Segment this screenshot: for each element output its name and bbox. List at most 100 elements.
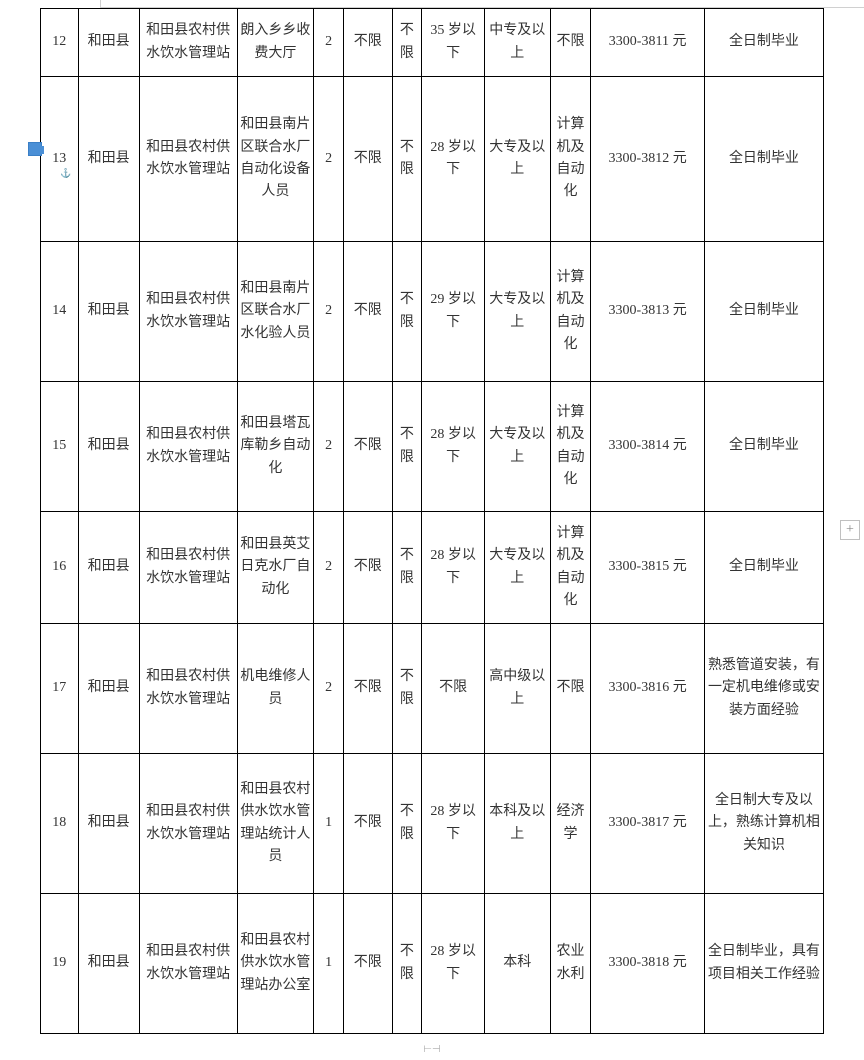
table-row: 15和田县和田县农村供水饮水管理站和田县塔瓦库勒乡自动化2不限不限28 岁以下大…	[41, 382, 824, 512]
cell-station: 和田县农村供水饮水管理站	[139, 242, 237, 382]
cell-education: 本科及以上	[484, 754, 550, 894]
cell-station: 和田县农村供水饮水管理站	[139, 624, 237, 754]
page-top-ruler	[100, 0, 864, 8]
cell-remarks: 全日制毕业	[704, 242, 823, 382]
cell-position: 和田县英艾日克水厂自动化	[237, 512, 314, 624]
cell-salary: 3300-3817 元	[591, 754, 705, 894]
cell-no: 12	[41, 9, 79, 77]
cell-position: 朗入乡乡收费大厅	[237, 9, 314, 77]
cell-station: 和田县农村供水饮水管理站	[139, 894, 237, 1034]
cell-remarks: 全日制毕业	[704, 9, 823, 77]
cell-no: 13	[41, 77, 79, 242]
cell-ethnic: 不限	[392, 624, 422, 754]
cell-education: 本科	[484, 894, 550, 1034]
cell-county: 和田县	[78, 382, 139, 512]
cell-count: 1	[314, 754, 344, 894]
cell-remarks: 全日制毕业	[704, 382, 823, 512]
cell-major: 计算机及自动化	[550, 512, 591, 624]
cell-no: 18	[41, 754, 79, 894]
cell-age: 28 岁以下	[422, 77, 485, 242]
cell-salary: 3300-3811 元	[591, 9, 705, 77]
cell-count: 2	[314, 242, 344, 382]
cell-position: 和田县南片区联合水厂自动化设备人员	[237, 77, 314, 242]
cell-count: 2	[314, 512, 344, 624]
cell-age: 28 岁以下	[422, 382, 485, 512]
cell-count: 2	[314, 9, 344, 77]
anchor-symbol: ⚓	[60, 168, 71, 179]
cell-age: 不限	[422, 624, 485, 754]
recruitment-table: 12和田县和田县农村供水饮水管理站朗入乡乡收费大厅2不限不限35 岁以下中专及以…	[40, 8, 824, 1034]
cell-station: 和田县农村供水饮水管理站	[139, 512, 237, 624]
cell-remarks: 全日制大专及以上，熟练计算机相关知识	[704, 754, 823, 894]
cell-count: 2	[314, 624, 344, 754]
cell-no: 17	[41, 624, 79, 754]
cell-major: 计算机及自动化	[550, 77, 591, 242]
cell-ethnic: 不限	[392, 382, 422, 512]
cell-age: 29 岁以下	[422, 242, 485, 382]
cell-education: 大专及以上	[484, 242, 550, 382]
cell-ethnic: 不限	[392, 242, 422, 382]
cell-age: 35 岁以下	[422, 9, 485, 77]
cell-position: 和田县农村供水饮水管理站办公室	[237, 894, 314, 1034]
cell-major: 农业水利	[550, 894, 591, 1034]
page-ruler-tick	[100, 0, 101, 8]
cell-county: 和田县	[78, 894, 139, 1034]
table-row: 19和田县和田县农村供水饮水管理站和田县农村供水饮水管理站办公室1不限不限28 …	[41, 894, 824, 1034]
cell-major: 计算机及自动化	[550, 242, 591, 382]
cell-ethnic: 不限	[392, 512, 422, 624]
cell-gender: 不限	[343, 9, 392, 77]
cell-salary: 3300-3816 元	[591, 624, 705, 754]
cell-remarks: 熟悉管道安装，有一定机电维修或安装方面经验	[704, 624, 823, 754]
cell-position: 和田县农村供水饮水管理站统计人员	[237, 754, 314, 894]
expand-widget-button[interactable]: +	[840, 520, 860, 540]
table-row: 13和田县和田县农村供水饮水管理站和田县南片区联合水厂自动化设备人员2不限不限2…	[41, 77, 824, 242]
cell-age: 28 岁以下	[422, 894, 485, 1034]
cell-ethnic: 不限	[392, 9, 422, 77]
cell-salary: 3300-3818 元	[591, 894, 705, 1034]
table-row: 16和田县和田县农村供水饮水管理站和田县英艾日克水厂自动化2不限不限28 岁以下…	[41, 512, 824, 624]
table-row: 17和田县和田县农村供水饮水管理站机电维修人员2不限不限不限高中级以上不限330…	[41, 624, 824, 754]
cell-county: 和田县	[78, 754, 139, 894]
cell-count: 2	[314, 382, 344, 512]
cell-station: 和田县农村供水饮水管理站	[139, 754, 237, 894]
cell-gender: 不限	[343, 624, 392, 754]
cell-salary: 3300-3815 元	[591, 512, 705, 624]
cell-major: 不限	[550, 9, 591, 77]
cell-no: 19	[41, 894, 79, 1034]
cell-gender: 不限	[343, 512, 392, 624]
cell-education: 高中级以上	[484, 624, 550, 754]
cell-education: 中专及以上	[484, 9, 550, 77]
cell-county: 和田县	[78, 77, 139, 242]
cell-age: 28 岁以下	[422, 512, 485, 624]
cell-gender: 不限	[343, 894, 392, 1034]
table-row: 12和田县和田县农村供水饮水管理站朗入乡乡收费大厅2不限不限35 岁以下中专及以…	[41, 9, 824, 77]
cell-no: 15	[41, 382, 79, 512]
cell-salary: 3300-3812 元	[591, 77, 705, 242]
table-body: 12和田县和田县农村供水饮水管理站朗入乡乡收费大厅2不限不限35 岁以下中专及以…	[41, 9, 824, 1034]
cell-ethnic: 不限	[392, 894, 422, 1034]
cell-station: 和田县农村供水饮水管理站	[139, 382, 237, 512]
cell-gender: 不限	[343, 754, 392, 894]
cell-no: 16	[41, 512, 79, 624]
cell-remarks: 全日制毕业，具有项目相关工作经验	[704, 894, 823, 1034]
cell-major: 计算机及自动化	[550, 382, 591, 512]
cell-station: 和田县农村供水饮水管理站	[139, 77, 237, 242]
cell-count: 2	[314, 77, 344, 242]
table-row: 18和田县和田县农村供水饮水管理站和田县农村供水饮水管理站统计人员1不限不限28…	[41, 754, 824, 894]
cell-age: 28 岁以下	[422, 754, 485, 894]
cell-ethnic: 不限	[392, 754, 422, 894]
cell-education: 大专及以上	[484, 77, 550, 242]
cell-position: 和田县南片区联合水厂水化验人员	[237, 242, 314, 382]
document-marker-icon	[28, 142, 42, 156]
cell-gender: 不限	[343, 382, 392, 512]
cell-station: 和田县农村供水饮水管理站	[139, 9, 237, 77]
cell-salary: 3300-3813 元	[591, 242, 705, 382]
cell-no: 14	[41, 242, 79, 382]
cell-gender: 不限	[343, 77, 392, 242]
cell-county: 和田县	[78, 512, 139, 624]
cell-ethnic: 不限	[392, 77, 422, 242]
cell-education: 大专及以上	[484, 382, 550, 512]
cell-major: 经济学	[550, 754, 591, 894]
cell-position: 和田县塔瓦库勒乡自动化	[237, 382, 314, 512]
cell-major: 不限	[550, 624, 591, 754]
